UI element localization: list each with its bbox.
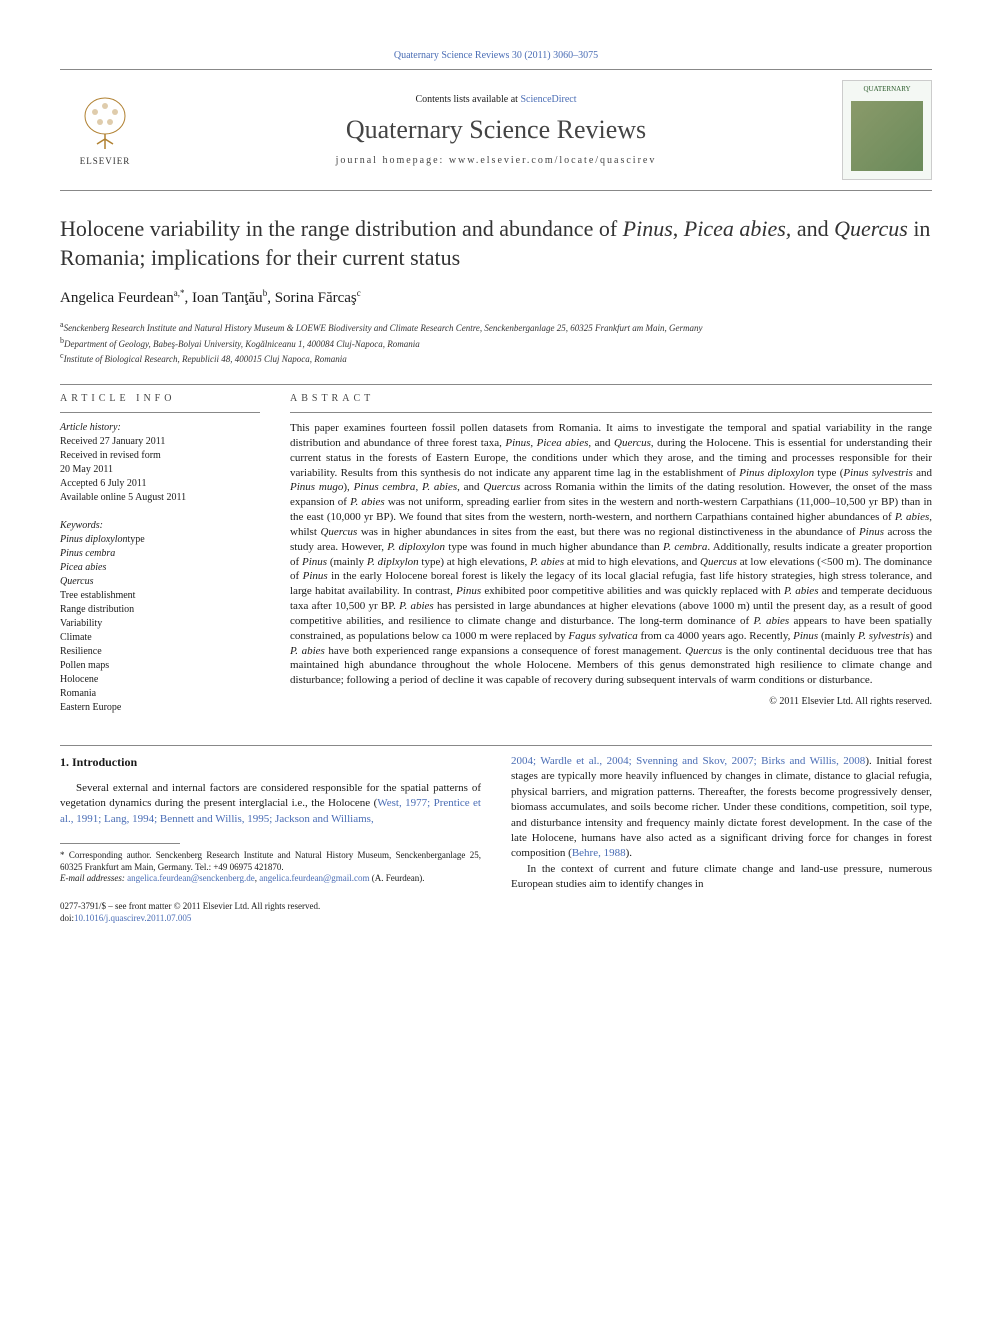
article-info: article info Article history: Received 2…	[60, 393, 260, 715]
article-title: Holocene variability in the range distri…	[60, 215, 932, 272]
email-addresses: E-mail addresses: angelica.feurdean@senc…	[60, 873, 481, 885]
journal-homepage: journal homepage: www.elsevier.com/locat…	[150, 155, 842, 166]
author-1: Angelica Feurdeana,*	[60, 290, 184, 306]
column-left: 1. Introduction Several external and int…	[60, 754, 481, 924]
abstract-copyright: © 2011 Elsevier Ltd. All rights reserved…	[290, 696, 932, 707]
contents-available: Contents lists available at ScienceDirec…	[150, 94, 842, 105]
keyword-item: Pinus cembra	[60, 547, 260, 561]
corresponding-author-note: * Corresponding author. Senckenberg Rese…	[60, 850, 481, 873]
keyword-item: Holocene	[60, 673, 260, 687]
keyword-item: Eastern Europe	[60, 701, 260, 715]
column-right: 2004; Wardle et al., 2004; Svenning and …	[511, 754, 932, 924]
keyword-item: Climate	[60, 631, 260, 645]
author-2: Ioan Tanţăub	[192, 290, 267, 306]
keyword-item: Tree establishment	[60, 589, 260, 603]
thumb-label: QUATERNARY	[843, 85, 931, 93]
keyword-item: Romania	[60, 687, 260, 701]
journal-cover-thumb: QUATERNARY	[842, 80, 932, 180]
ref-link[interactable]: Behre, 1988	[572, 847, 626, 859]
keyword-item: Pinus diploxylontype	[60, 533, 260, 547]
article-info-heading: article info	[60, 393, 260, 404]
publisher-logo: ELSEVIER	[60, 94, 150, 166]
doi-link[interactable]: 10.1016/j.quascirev.2011.07.005	[74, 913, 191, 923]
keyword-item: Picea abies	[60, 561, 260, 575]
email-link-2[interactable]: angelica.feurdean@gmail.com	[259, 873, 369, 883]
article-history: Article history: Received 27 January 201…	[60, 421, 260, 505]
journal-header: ELSEVIER Contents lists available at Sci…	[60, 69, 932, 191]
email-link-1[interactable]: angelica.feurdean@senckenberg.de	[127, 873, 255, 883]
top-citation: Quaternary Science Reviews 30 (2011) 306…	[60, 50, 932, 61]
keyword-item: Quercus	[60, 575, 260, 589]
author-3: Sorina Fărcaşc	[275, 290, 361, 306]
keywords: Keywords: Pinus diploxylontypePinus cemb…	[60, 519, 260, 715]
keyword-item: Pollen maps	[60, 659, 260, 673]
divider	[60, 384, 932, 385]
keyword-item: Range distribution	[60, 603, 260, 617]
abstract-text: This paper examines fourteen fossil poll…	[290, 421, 932, 688]
top-citation-link[interactable]: Quaternary Science Reviews 30 (2011) 306…	[394, 50, 598, 61]
keyword-item: Variability	[60, 617, 260, 631]
intro-para-1-cont: 2004; Wardle et al., 2004; Svenning and …	[511, 754, 932, 862]
elsevier-tree-icon	[75, 94, 135, 154]
intro-para-2: In the context of current and future cli…	[511, 862, 932, 893]
thumb-image	[851, 101, 923, 171]
authors: Angelica Feurdeana,*, Ioan Tanţăub, Sori…	[60, 288, 932, 307]
ref-link[interactable]: 2004; Wardle et al., 2004; Svenning and …	[511, 755, 865, 767]
bottom-meta: 0277-3791/$ – see front matter © 2011 El…	[60, 901, 481, 924]
footnotes: * Corresponding author. Senckenberg Rese…	[60, 850, 481, 885]
sciencedirect-link[interactable]: ScienceDirect	[520, 94, 576, 105]
intro-para-1: Several external and internal factors ar…	[60, 781, 481, 827]
affiliations: aSenckenberg Research Institute and Natu…	[60, 319, 932, 366]
abstract-heading: abstract	[290, 393, 932, 404]
journal-title: Quaternary Science Reviews	[150, 115, 842, 145]
body-columns: 1. Introduction Several external and int…	[60, 754, 932, 924]
keyword-item: Resilience	[60, 645, 260, 659]
abstract: abstract This paper examines fourteen fo…	[290, 393, 932, 715]
section-heading-intro: 1. Introduction	[60, 754, 481, 771]
publisher-name: ELSEVIER	[80, 156, 131, 166]
